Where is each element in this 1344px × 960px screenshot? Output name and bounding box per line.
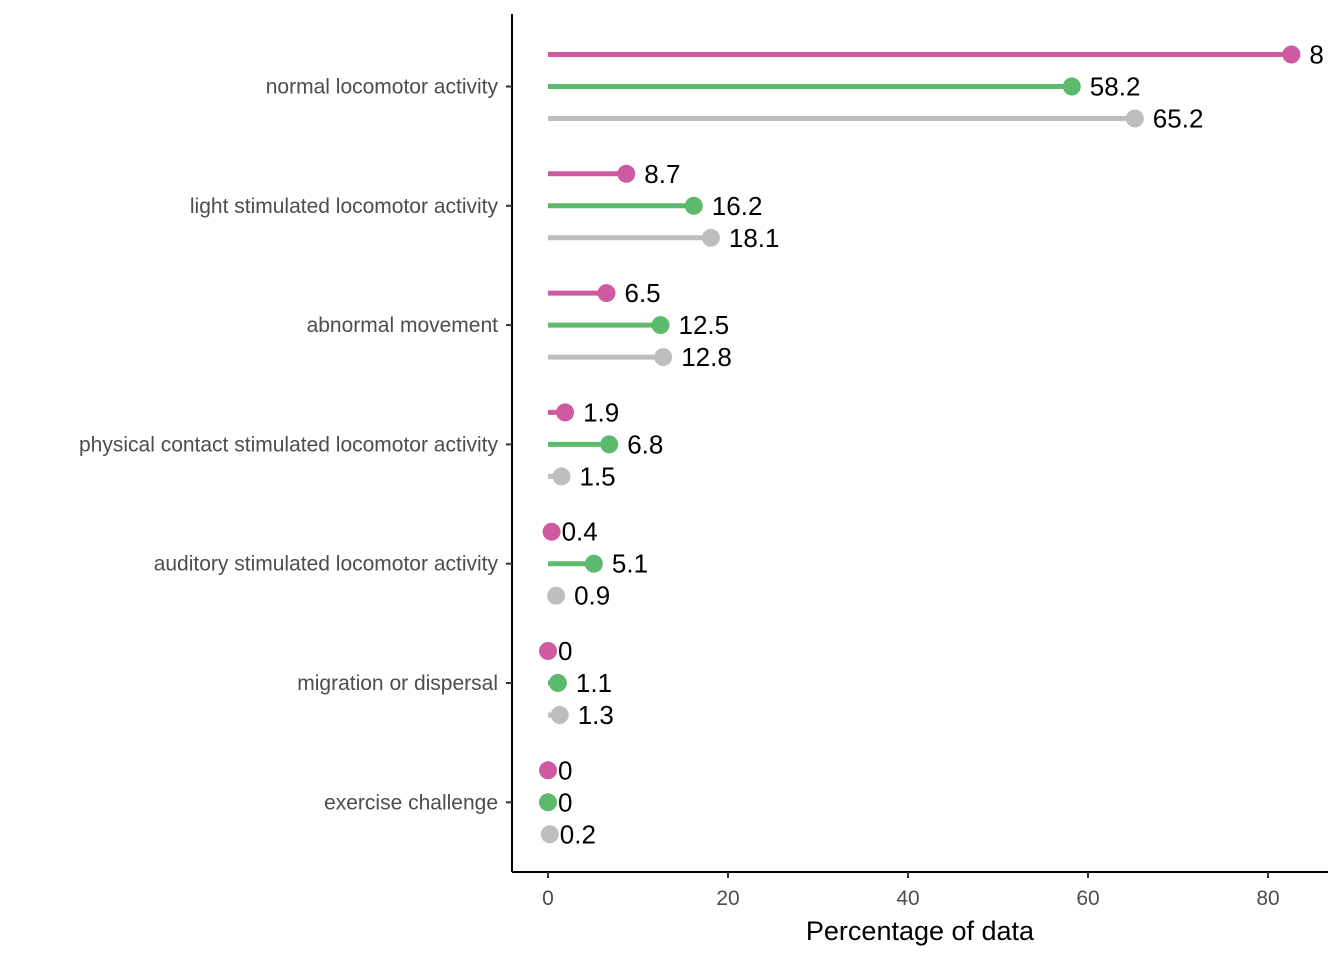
lollipop-point xyxy=(547,586,566,605)
lollipop: 8.7 xyxy=(548,159,680,189)
data-label: 0.4 xyxy=(562,517,598,547)
lollipop-point xyxy=(684,196,703,215)
lollipop: 1.5 xyxy=(548,461,616,491)
lollipop: 0.4 xyxy=(542,517,598,547)
lollipop: 8 xyxy=(548,40,1324,70)
lollipop: 0.2 xyxy=(540,819,596,849)
lollipop: 1.1 xyxy=(548,668,612,698)
data-label: 12.8 xyxy=(681,342,732,372)
category-label: normal locomotor activity xyxy=(266,76,499,99)
category-labels: normal locomotor activity light stimulate… xyxy=(79,76,512,814)
data-label: 5.1 xyxy=(612,549,648,579)
chart-marks: 8 58.2 65.2 8.7 16.218.1 6.5 12.512.8 1.9 6.8 1.5… xyxy=(539,40,1324,849)
lollipop: 1.3 xyxy=(548,700,614,730)
lollipop-point xyxy=(600,435,619,454)
lollipop-point xyxy=(542,522,561,541)
data-label: 0.9 xyxy=(574,581,610,611)
lollipop-point xyxy=(651,316,670,335)
data-label: 16.2 xyxy=(712,191,763,221)
data-label: 0 xyxy=(558,636,572,666)
lollipop: 6.8 xyxy=(548,429,663,459)
data-label: 1.9 xyxy=(583,397,619,427)
category-label: abnormal movement xyxy=(307,314,499,337)
lollipop-point xyxy=(584,554,603,573)
data-label: 6.8 xyxy=(627,429,663,459)
data-label: 1.1 xyxy=(576,668,612,698)
lollipop-point xyxy=(540,825,559,844)
category-label: migration or dispersal xyxy=(297,672,498,695)
data-label: 65.2 xyxy=(1153,104,1204,134)
lollipop-point xyxy=(1282,45,1301,64)
data-label: 1.3 xyxy=(578,700,614,730)
lollipop: 0 xyxy=(539,787,572,817)
x-tick-label: 20 xyxy=(716,887,739,910)
lollipop-point xyxy=(617,164,636,183)
lollipop: 16.2 xyxy=(548,191,762,221)
lollipop: 0 xyxy=(539,636,572,666)
x-axis-title: Percentage of data xyxy=(806,916,1035,946)
lollipop-point xyxy=(539,793,557,812)
data-label: 18.1 xyxy=(729,223,780,253)
lollipop: 12.5 xyxy=(548,310,729,340)
lollipop: 5.1 xyxy=(548,549,648,579)
category-label: exercise challenge xyxy=(324,791,498,814)
lollipop-point xyxy=(1062,77,1081,96)
lollipop: 58.2 xyxy=(548,72,1140,102)
lollipop: 6.5 xyxy=(548,278,661,308)
data-label: 8 xyxy=(1309,40,1323,70)
lollipop: 18.1 xyxy=(548,223,780,253)
category-label: physical contact stimulated locomotor ac… xyxy=(79,433,499,456)
data-label: 12.5 xyxy=(679,310,730,340)
lollipop: 12.8 xyxy=(548,342,732,372)
lollipop-point xyxy=(556,403,575,422)
lollipop-point xyxy=(597,284,616,303)
x-tick-label: 40 xyxy=(896,887,919,910)
lollipop: 1.9 xyxy=(548,397,619,427)
lollipop-point xyxy=(548,674,567,692)
category-label: light stimulated locomotor activity xyxy=(190,195,499,218)
x-tick-label: 60 xyxy=(1076,887,1099,910)
data-label: 1.5 xyxy=(580,461,616,491)
lollipop-point xyxy=(654,348,673,367)
lollipop-point xyxy=(550,706,569,724)
data-label: 0 xyxy=(558,787,572,817)
lollipop-point xyxy=(1125,109,1144,128)
data-label: 8.7 xyxy=(644,159,680,189)
x-tick-label: 0 xyxy=(542,887,554,910)
x-axis-ticks: 0 20 40 60 80 xyxy=(542,872,1280,910)
lollipop-point xyxy=(539,761,557,780)
data-label: 0.2 xyxy=(560,819,596,849)
lollipop: 65.2 xyxy=(548,104,1203,134)
data-label: 58.2 xyxy=(1090,72,1141,102)
lollipop: 0.9 xyxy=(547,581,610,611)
category-label: auditory stimulated locomotor activity xyxy=(154,553,499,576)
lollipop-point xyxy=(539,642,557,660)
lollipop: 0 xyxy=(539,755,572,785)
data-label: 0 xyxy=(558,755,572,785)
lollipop-point xyxy=(701,228,720,247)
lollipop-point xyxy=(552,467,571,486)
x-tick-label: 80 xyxy=(1256,887,1279,910)
data-label: 6.5 xyxy=(625,278,661,308)
